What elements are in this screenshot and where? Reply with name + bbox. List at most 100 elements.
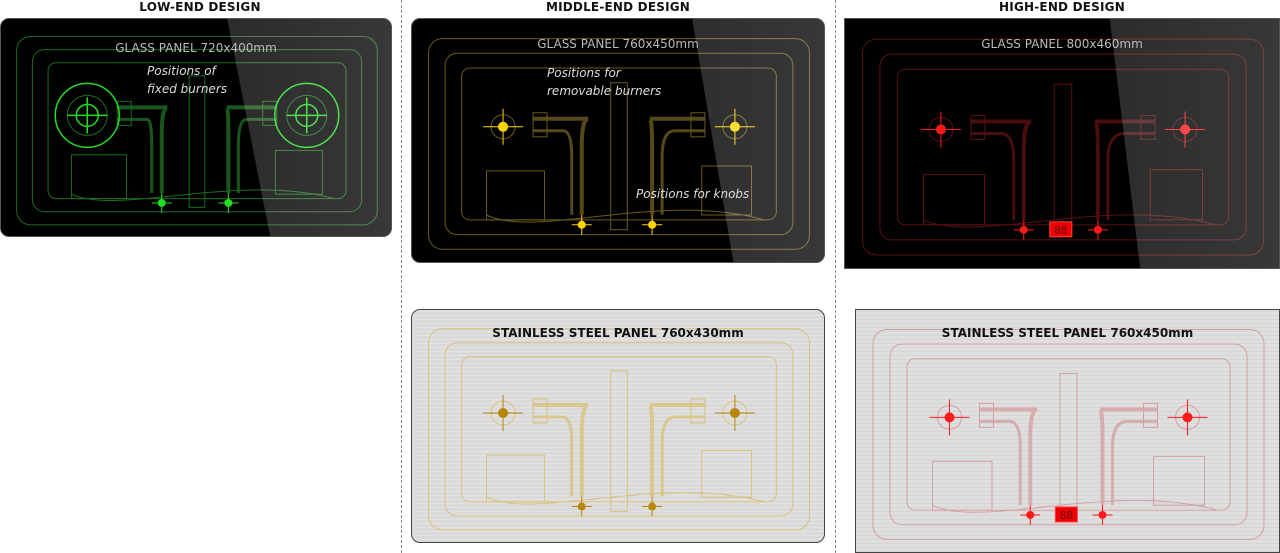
knob-position-dot <box>648 502 657 511</box>
middle-end-steel-panel: STAINLESS STEEL PANEL 760x430mm <box>411 309 825 543</box>
knob-position-dot <box>1019 225 1028 234</box>
gas-pipe <box>533 129 574 215</box>
high-end-glass-panel: 88 GLASS PANEL 800x460mm <box>844 18 1280 269</box>
knob-position-dot <box>577 220 586 229</box>
high-end-steel-panel: 88 STAINLESS STEEL PANEL 760x450mm <box>855 309 1280 553</box>
outline-frame <box>906 358 1231 511</box>
header-low-end: LOW-END DESIGN <box>139 0 261 14</box>
outline-frame <box>16 36 378 226</box>
note-line: removable burners <box>547 84 662 98</box>
gas-pipe <box>1093 119 1156 220</box>
burner-crosshair <box>67 97 108 134</box>
outline-frame <box>444 342 794 517</box>
outline-frame <box>861 38 1265 256</box>
display-digits: 88 <box>1054 224 1067 237</box>
panel-drawing <box>428 328 810 531</box>
control-box <box>1149 169 1204 221</box>
panel-title: GLASS PANEL 720x400mm <box>115 41 277 55</box>
header-middle-end: MIDDLE-END DESIGN <box>545 0 691 14</box>
valve-fitting <box>116 100 132 126</box>
valve-fitting <box>1140 114 1156 140</box>
cable <box>486 209 765 223</box>
gas-pipe <box>660 415 705 497</box>
center-manifold <box>610 370 628 512</box>
valve-fitting <box>532 112 548 138</box>
burner-ring <box>54 82 120 149</box>
center-manifold <box>188 75 206 208</box>
gas-pipe <box>647 116 705 215</box>
control-box <box>486 454 545 503</box>
burner-position-dot <box>498 407 509 418</box>
display-box <box>1054 506 1078 523</box>
panel-title: STAINLESS STEEL PANEL 760x430mm <box>492 326 744 340</box>
control-box <box>922 174 986 226</box>
digital-display: 88 <box>1054 506 1078 523</box>
gas-pipe <box>117 105 169 193</box>
outline-frame <box>428 38 810 250</box>
control-box <box>71 154 127 200</box>
header-high-end: HIGH-END DESIGN <box>999 0 1125 14</box>
gas-pipe <box>533 116 589 215</box>
note-line: Positions for <box>547 66 621 80</box>
divider-1 <box>401 0 402 553</box>
digital-display: 88 <box>1049 221 1073 238</box>
gas-pipe <box>533 402 589 497</box>
display-box <box>1049 221 1073 238</box>
burner-crosshair <box>286 97 327 134</box>
gas-pipe <box>660 129 705 215</box>
gas-pipe <box>970 119 1032 220</box>
cable <box>71 189 335 202</box>
burner-note: Positions for removable burners <box>547 64 661 100</box>
burner-position-dot <box>935 124 946 135</box>
panel-drawing <box>428 38 810 250</box>
burner-position-dot <box>729 121 740 132</box>
valve-fitting <box>262 100 278 126</box>
control-box <box>486 170 545 221</box>
valve-fitting <box>970 114 986 140</box>
burner-position-dot <box>1182 412 1193 423</box>
knob-position-dot <box>577 502 586 511</box>
burner-position-dot <box>498 121 509 132</box>
panel-title: STAINLESS STEEL PANEL 760x450mm <box>941 326 1194 340</box>
burner-position-dot <box>944 412 955 423</box>
gas-pipe <box>533 415 574 497</box>
control-box <box>274 149 323 195</box>
center-manifold <box>1053 83 1073 236</box>
valve-fitting <box>1143 402 1158 428</box>
center-manifold <box>1059 372 1078 521</box>
gas-pipe <box>1098 407 1158 505</box>
panel-drawing: 88 <box>872 329 1265 540</box>
cable <box>486 492 765 505</box>
cable <box>923 214 1216 228</box>
control-box <box>1153 455 1205 506</box>
center-manifold <box>610 82 628 231</box>
outline-frame <box>879 53 1247 241</box>
knob-position-dot <box>1093 225 1102 234</box>
burner-position-dot <box>729 407 740 418</box>
note-line: fixed burners <box>147 82 227 96</box>
knob-position-dot <box>1098 510 1107 519</box>
outline-frame <box>872 329 1265 540</box>
outline-frame <box>461 67 777 221</box>
panel-title: GLASS PANEL 760x450mm <box>537 37 699 51</box>
note-line: Positions of <box>147 64 216 78</box>
gas-pipe <box>647 402 705 497</box>
control-box <box>932 460 993 511</box>
burner-ring <box>274 82 340 149</box>
gas-pipe <box>979 407 1038 505</box>
outline-frame <box>444 52 794 236</box>
cable <box>932 499 1218 513</box>
middle-end-glass-panel: GLASS PANEL 760x450mm Positions for remo… <box>411 18 825 263</box>
burner-note: Positions of fixed burners <box>147 62 227 98</box>
outline-frame <box>31 49 363 213</box>
knob-note: Positions for knobs <box>636 187 750 201</box>
low-end-glass-panel: GLASS PANEL 720x400mm Positions of fixed… <box>0 18 392 237</box>
outline-frame <box>896 68 1230 226</box>
gas-pipe <box>117 117 154 193</box>
control-box <box>701 165 752 216</box>
panel-drawing <box>16 36 378 226</box>
control-box <box>701 449 752 498</box>
gas-pipe <box>236 117 277 193</box>
panel-drawing: 88 <box>861 38 1265 256</box>
burner-position-dot <box>1180 124 1191 135</box>
